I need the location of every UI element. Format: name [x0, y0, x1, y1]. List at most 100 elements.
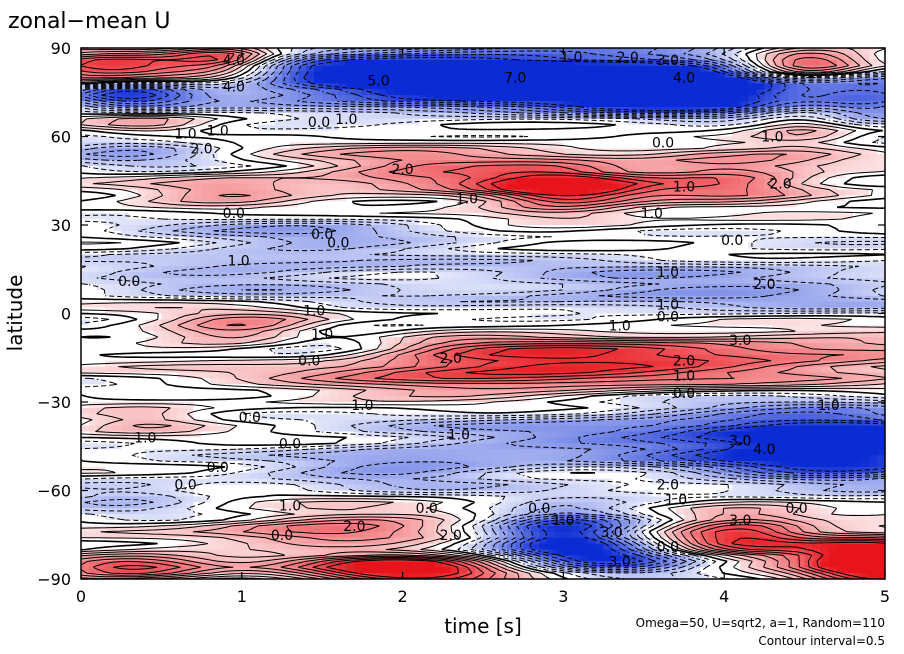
field-cell — [579, 248, 589, 256]
field-cell — [137, 166, 146, 173]
field-cell — [724, 183, 733, 191]
field-cell — [828, 254, 838, 261]
field-cell — [97, 260, 106, 267]
field-cell — [515, 160, 524, 167]
field-cell — [868, 319, 878, 326]
field-cell — [531, 177, 540, 185]
field-cell — [354, 266, 363, 273]
field-cell — [643, 242, 653, 250]
field-cell — [450, 325, 460, 332]
field-cell — [418, 107, 428, 114]
field-cell — [201, 65, 211, 73]
field-cell — [732, 278, 741, 285]
field-cell — [740, 219, 749, 226]
field-cell — [852, 83, 862, 90]
field-cell — [619, 107, 629, 114]
field-cell — [290, 89, 299, 96]
field-cell — [627, 77, 637, 84]
field-cell — [466, 307, 476, 315]
field-cell — [764, 183, 774, 191]
field-cell — [692, 71, 701, 79]
field-cell — [450, 177, 460, 185]
field-cell — [507, 53, 516, 61]
field-cell — [579, 118, 589, 126]
field-cell — [667, 289, 677, 297]
field-cell — [523, 65, 532, 73]
field-cell — [507, 107, 516, 114]
field-cell — [233, 189, 243, 197]
field-cell — [836, 331, 846, 338]
field-cell — [499, 242, 508, 250]
field-cell — [386, 295, 396, 303]
field-cell — [876, 53, 885, 61]
field-cell — [772, 171, 782, 179]
field-cell — [394, 154, 404, 161]
field-cell — [740, 183, 749, 191]
field-cell — [868, 71, 878, 79]
field-cell — [651, 207, 661, 214]
field-cell — [394, 248, 404, 256]
field-cell — [346, 230, 355, 238]
field-cell — [314, 65, 323, 73]
field-cell — [539, 236, 548, 244]
field-cell — [330, 95, 339, 102]
field-cell — [523, 284, 532, 291]
field-cell — [868, 183, 878, 191]
field-cell — [700, 101, 709, 108]
field-cell — [595, 207, 605, 214]
field-cell — [418, 189, 428, 197]
field-cell — [571, 260, 581, 267]
field-cell — [290, 260, 299, 267]
field-cell — [330, 242, 339, 250]
field-cell — [362, 189, 372, 197]
field-cell — [298, 142, 307, 149]
field-cell — [217, 154, 227, 161]
field-cell — [659, 195, 669, 202]
field-cell — [145, 89, 154, 96]
field-cell — [338, 112, 347, 120]
field-cell — [684, 124, 693, 132]
field-cell — [193, 183, 203, 191]
field-cell — [587, 213, 597, 220]
field-cell — [764, 278, 774, 285]
field-cell — [426, 213, 436, 220]
field-cell — [579, 177, 589, 185]
field-cell — [531, 219, 540, 226]
field-cell — [306, 53, 315, 61]
field-cell — [265, 148, 275, 155]
field-cell — [587, 272, 597, 279]
field-cell — [354, 284, 363, 291]
field-cell — [474, 148, 484, 155]
field-cell — [257, 278, 267, 285]
field-cell — [740, 236, 749, 244]
field-cell — [635, 325, 645, 332]
field-cell — [474, 130, 484, 138]
field-cell — [724, 118, 733, 126]
field-cell — [282, 242, 291, 250]
field-cell — [836, 148, 846, 155]
field-cell — [298, 112, 307, 120]
field-cell — [89, 53, 98, 61]
field-cell — [362, 130, 372, 138]
field-cell — [531, 260, 540, 267]
field-cell — [820, 331, 830, 338]
field-cell — [290, 65, 299, 73]
field-cell — [627, 48, 637, 55]
field-cell — [105, 195, 114, 202]
field-cell — [796, 272, 806, 279]
field-cell — [820, 301, 830, 309]
field-cell — [346, 107, 355, 114]
field-cell — [507, 248, 516, 256]
field-cell — [113, 289, 122, 297]
field-cell — [233, 201, 243, 208]
field-cell — [201, 53, 211, 61]
field-cell — [684, 154, 693, 161]
field-cell — [812, 183, 822, 191]
field-cell — [563, 89, 573, 96]
field-cell — [860, 213, 870, 220]
field-cell — [876, 207, 885, 214]
field-cell — [708, 89, 717, 96]
field-cell — [675, 230, 685, 238]
field-cell — [378, 53, 388, 61]
field-cell — [89, 284, 98, 291]
